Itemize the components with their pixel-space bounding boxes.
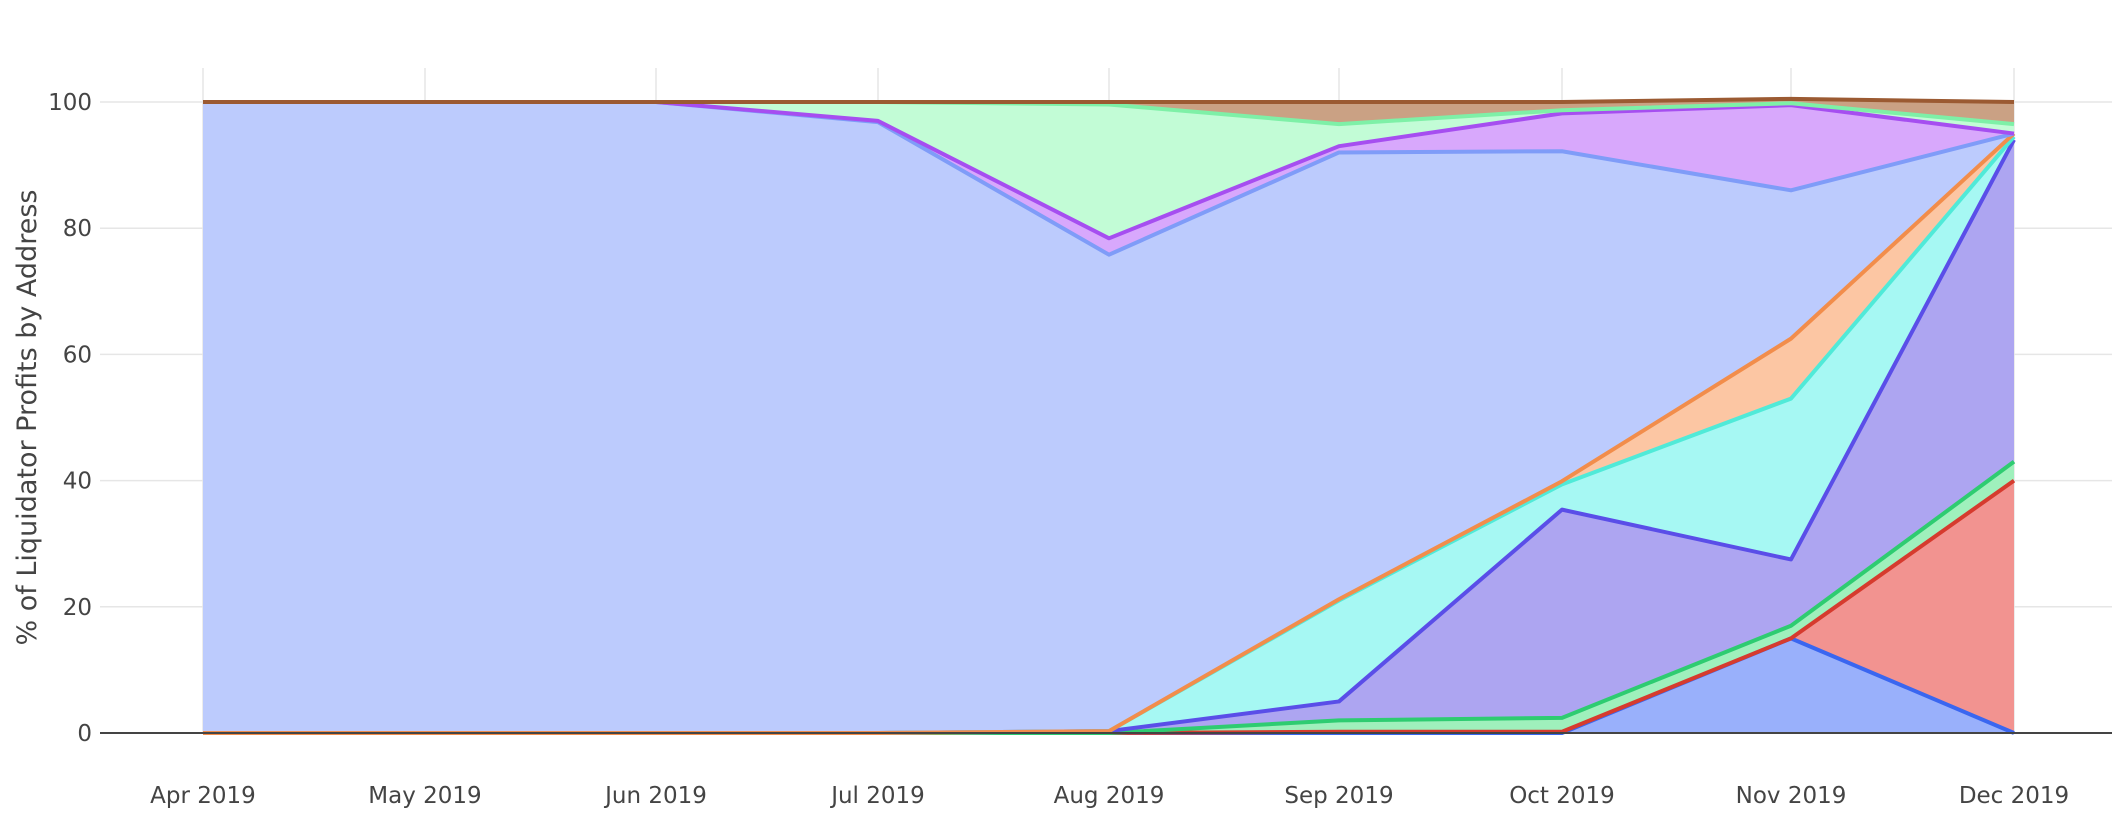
series-4-area <box>203 139 2014 734</box>
y-tick-label-80: 80 <box>63 216 92 242</box>
x-tick-label-1: May 2019 <box>368 783 481 809</box>
area-layer <box>203 98 2014 734</box>
series-8-area <box>203 102 2014 255</box>
series-7-area <box>203 102 2014 733</box>
x-tick-label-6: Oct 2019 <box>1509 783 1615 809</box>
y-tick-label-40: 40 <box>63 469 92 495</box>
x-tick-label-5: Sep 2019 <box>1284 783 1393 809</box>
x-tick-label-3: Jul 2019 <box>829 783 925 809</box>
axis-layer: 0 20 40 60 80 100 Apr 2019 May 2019 Jun 2019 Jul … <box>48 90 2112 809</box>
x-tick-label-0: Apr 2019 <box>150 783 256 809</box>
x-tick-label-8: Dec 2019 <box>1959 783 2069 809</box>
y-tick-label-100: 100 <box>48 90 92 116</box>
x-tick-label-2: Jun 2019 <box>603 783 707 809</box>
series-1-area <box>203 638 2014 733</box>
series-10-area <box>203 98 2014 125</box>
y-tick-label-60: 60 <box>63 342 92 368</box>
y-tick-label-20: 20 <box>63 595 92 621</box>
series-6-area <box>203 133 2014 734</box>
y-tick-label-0: 0 <box>77 721 92 747</box>
y-axis-title: % of Liquidator Profits by Address <box>12 190 43 646</box>
x-tick-label-4: Aug 2019 <box>1054 783 1165 809</box>
x-tick-label-7: Nov 2019 <box>1736 783 1847 809</box>
series-9-area <box>203 102 2014 239</box>
series-10-line <box>203 96 2015 104</box>
